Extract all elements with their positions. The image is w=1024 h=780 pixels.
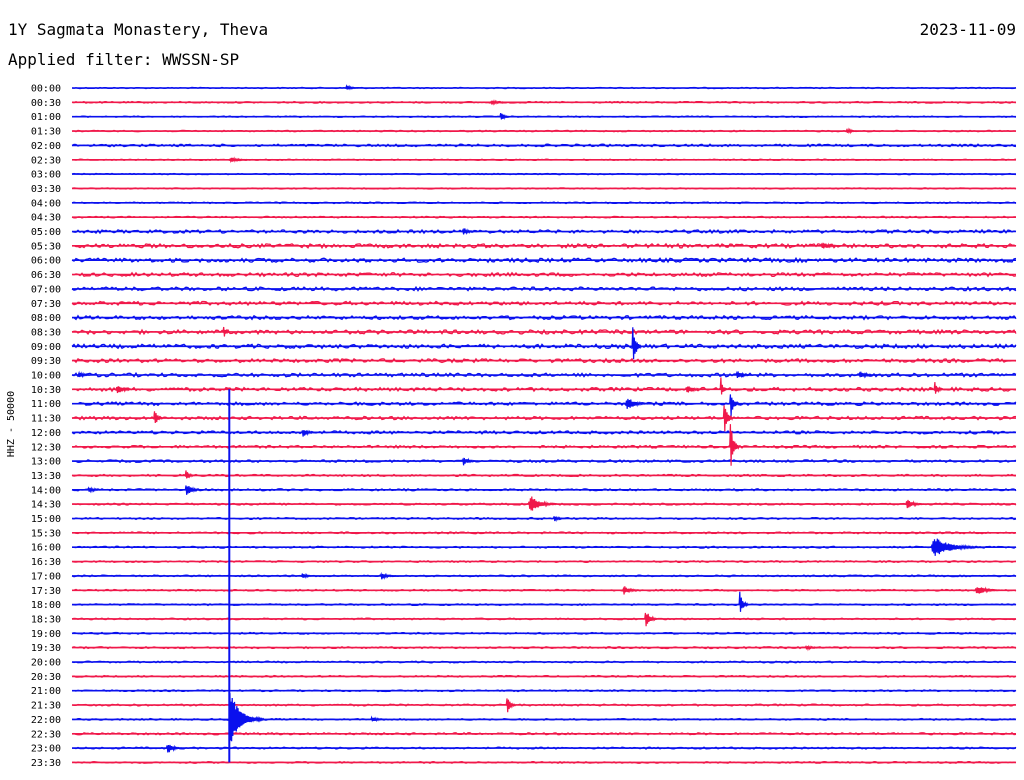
seismic-event [87, 486, 104, 494]
seismic-event [719, 377, 728, 395]
row-time-label: 07:00 [31, 284, 61, 295]
seismic-event [729, 424, 740, 466]
record-date: 2023-11-09 [919, 20, 1016, 39]
row-time-label: 13:30 [31, 471, 61, 482]
row-time-label: 11:30 [31, 414, 61, 425]
seismic-event [461, 457, 479, 466]
row-time-label: 16:30 [31, 557, 61, 568]
row-time-label: 15:30 [31, 528, 61, 539]
seismic-event [729, 394, 740, 417]
seismic-event [845, 127, 859, 135]
row-time-label: 10:30 [31, 385, 61, 396]
row-time-label: 23:00 [31, 744, 61, 755]
row-time-label: 08:30 [31, 327, 61, 338]
row-time-label: 19:30 [31, 643, 61, 654]
row-time-label: 23:30 [31, 758, 61, 769]
row-time-label: 01:00 [31, 112, 61, 123]
seismic-event [974, 586, 1001, 594]
row-time-label: 04:30 [31, 213, 61, 224]
row-time-label: 12:00 [31, 428, 61, 439]
row-time-label: 21:00 [31, 686, 61, 697]
seismic-event [499, 112, 510, 121]
seismic-event [115, 386, 136, 394]
row-time-label: 05:30 [31, 241, 61, 252]
seismic-event [820, 242, 844, 249]
row-time-label: 14:30 [31, 500, 61, 511]
seismic-event [301, 572, 315, 579]
seismic-event [644, 612, 658, 627]
filter-label: Applied filter: WWSSN-SP [8, 50, 240, 69]
seismic-event [685, 386, 705, 393]
row-time-label: 14:00 [31, 485, 61, 496]
row-time-label: 19:00 [31, 629, 61, 640]
seismic-event [933, 382, 944, 394]
row-time-label: 20:00 [31, 658, 61, 669]
seismic-event [184, 485, 202, 495]
row-time-label: 02:00 [31, 141, 61, 152]
seismic-event [228, 156, 255, 164]
large-event-coda [228, 693, 265, 742]
seismic-event [905, 499, 925, 509]
row-time-label: 04:00 [31, 198, 61, 209]
row-time-label: 22:00 [31, 715, 61, 726]
seismic-event [527, 496, 557, 511]
seismic-event [77, 370, 92, 379]
seismic-event [858, 371, 878, 379]
row-time-label: 22:30 [31, 729, 61, 740]
row-time-label: 13:00 [31, 457, 61, 468]
seismic-event [301, 429, 318, 437]
seismic-event [631, 327, 643, 360]
row-time-label: 10:00 [31, 371, 61, 382]
seismic-event [625, 398, 649, 409]
row-time-label: 05:00 [31, 227, 61, 238]
row-time-label: 20:30 [31, 672, 61, 683]
seismic-event [153, 411, 164, 424]
row-time-label: 07:30 [31, 299, 61, 310]
seismic-event [735, 370, 752, 379]
row-time-label: 00:30 [31, 98, 61, 109]
seismic-event [184, 470, 195, 479]
seismic-event [370, 715, 387, 723]
seismic-event [505, 698, 517, 713]
row-time-label: 01:30 [31, 127, 61, 138]
row-time-label: 03:00 [31, 170, 61, 181]
row-time-label: 06:30 [31, 270, 61, 281]
y-axis-label: HHZ - 50000 [6, 391, 17, 457]
seismic-event [804, 644, 825, 652]
seismic-event [165, 744, 183, 753]
row-time-label: 11:00 [31, 399, 61, 410]
row-time-label: 08:00 [31, 313, 61, 324]
row-time-label: 09:30 [31, 356, 61, 367]
row-time-label: 18:00 [31, 600, 61, 611]
seismic-event [490, 99, 510, 106]
row-time-label: 18:30 [31, 614, 61, 625]
row-time-label: 09:00 [31, 342, 61, 353]
row-time-label: 21:30 [31, 701, 61, 712]
row-time-label: 17:30 [31, 586, 61, 597]
seismic-event [379, 571, 397, 580]
row-time-label: 16:00 [31, 543, 61, 554]
row-time-label: 12:30 [31, 442, 61, 453]
seismic-event [930, 538, 982, 556]
seismic-event [461, 227, 479, 236]
seismic-event [738, 591, 749, 612]
row-time-label: 00:00 [31, 84, 61, 95]
seismic-event [345, 84, 359, 91]
row-time-label: 06:00 [31, 256, 61, 267]
station-title: 1Y Sagmata Monastery, Theva [8, 20, 269, 39]
row-time-label: 03:30 [31, 184, 61, 195]
row-time-label: 02:30 [31, 155, 61, 166]
row-time-label: 17:00 [31, 571, 61, 582]
seismic-event [552, 515, 567, 523]
seismic-event [222, 326, 230, 337]
row-time-label: 15:00 [31, 514, 61, 525]
seismic-event [722, 405, 734, 432]
seismic-event [622, 586, 642, 595]
